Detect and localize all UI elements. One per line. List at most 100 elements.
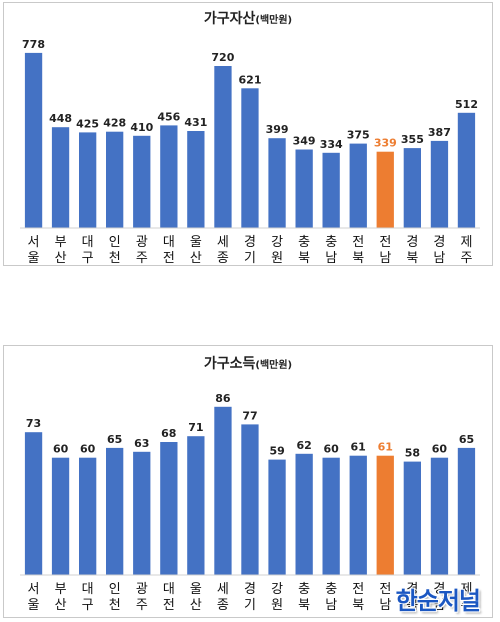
category-char: 전 — [163, 598, 175, 613]
bar-assets-10 — [295, 149, 313, 228]
category-char: 대 — [163, 582, 175, 597]
category-char: 주 — [461, 251, 473, 265]
value-label-income-4: 63 — [134, 437, 149, 450]
category-char: 천 — [109, 598, 121, 613]
value-label-assets-15: 387 — [428, 126, 451, 139]
bar-income-1 — [51, 457, 70, 575]
category-char: 세 — [217, 235, 229, 250]
category-char: 북 — [298, 251, 310, 265]
category-char: 산 — [55, 251, 67, 265]
category-char: 전 — [352, 582, 364, 597]
category-char: 원 — [271, 251, 283, 265]
bar-assets-6 — [187, 131, 205, 228]
value-label-assets-9: 399 — [266, 123, 289, 136]
category-char: 서 — [28, 582, 40, 597]
value-label-income-1: 60 — [53, 443, 69, 456]
bar-income-7 — [214, 406, 232, 575]
bar-income-3 — [106, 447, 124, 575]
category-char: 주 — [461, 598, 473, 613]
bar-income-11 — [322, 457, 340, 575]
value-label-income-3: 65 — [107, 433, 122, 446]
category-char: 경 — [406, 235, 418, 250]
bar-income-12 — [349, 455, 367, 575]
bar-income-8 — [241, 424, 259, 575]
category-char: 북 — [406, 598, 418, 613]
category-char: 남 — [433, 598, 445, 613]
chart-title-unit: (백만원) — [255, 13, 292, 26]
category-char: 남 — [379, 598, 391, 613]
category-char: 산 — [190, 251, 202, 265]
value-label-income-16: 65 — [459, 433, 474, 446]
category-char: 광 — [136, 582, 148, 597]
value-label-income-11: 60 — [324, 443, 340, 456]
bar-income-16 — [457, 447, 476, 575]
bar-income-6 — [187, 436, 205, 575]
category-char: 대 — [82, 235, 94, 250]
category-char: 충 — [325, 235, 337, 250]
category-char: 주 — [136, 251, 148, 265]
value-label-assets-2: 425 — [76, 117, 99, 130]
value-label-assets-13: 339 — [374, 137, 397, 150]
category-char: 인 — [109, 582, 121, 597]
category-char: 남 — [325, 598, 337, 613]
bar-assets-1 — [51, 127, 70, 228]
bar-assets-13 — [376, 151, 394, 228]
category-char: 산 — [55, 598, 67, 613]
bar-assets-14 — [403, 148, 421, 228]
bar-income-5 — [160, 442, 178, 575]
category-char: 광 — [136, 235, 148, 250]
chart-title-text: 가구자산 — [204, 10, 256, 27]
value-label-income-10: 62 — [296, 439, 311, 452]
value-label-assets-8: 621 — [239, 73, 262, 86]
value-label-assets-11: 334 — [320, 138, 343, 151]
category-char: 부 — [55, 235, 67, 250]
category-char: 인 — [109, 235, 121, 250]
category-char: 종 — [217, 598, 229, 613]
chart-title-unit: (백만원) — [255, 358, 292, 371]
bar-income-2 — [79, 457, 97, 575]
category-char: 남 — [325, 251, 337, 265]
bar-income-15 — [430, 457, 449, 575]
bar-income-13 — [376, 455, 394, 575]
bar-assets-9 — [268, 138, 286, 228]
category-char: 강 — [271, 235, 283, 250]
category-char: 경 — [406, 582, 418, 597]
category-char: 북 — [298, 598, 310, 613]
value-label-assets-7: 720 — [211, 51, 234, 64]
category-char: 북 — [352, 598, 364, 613]
chart-panel-household-income: 가구소득(백만원) 73 서 울 60 부 산 60 대 구 65 인 천 63 광 주 68 대 전 71 울 산 86 세… — [3, 345, 493, 618]
bar-assets-7 — [214, 66, 232, 228]
category-char: 전 — [352, 235, 364, 250]
bar-assets-12 — [349, 143, 367, 228]
value-label-income-6: 71 — [188, 421, 203, 434]
category-char: 남 — [379, 251, 391, 265]
bar-assets-3 — [106, 131, 124, 228]
bar-assets-8 — [241, 88, 259, 228]
category-char: 강 — [271, 582, 283, 597]
category-char: 남 — [433, 251, 445, 265]
value-label-income-15: 60 — [432, 443, 448, 456]
value-label-assets-6: 431 — [184, 116, 207, 129]
bar-income-10 — [295, 453, 313, 575]
category-char: 울 — [190, 582, 202, 597]
category-char: 전 — [379, 582, 391, 597]
category-char: 충 — [298, 235, 310, 250]
